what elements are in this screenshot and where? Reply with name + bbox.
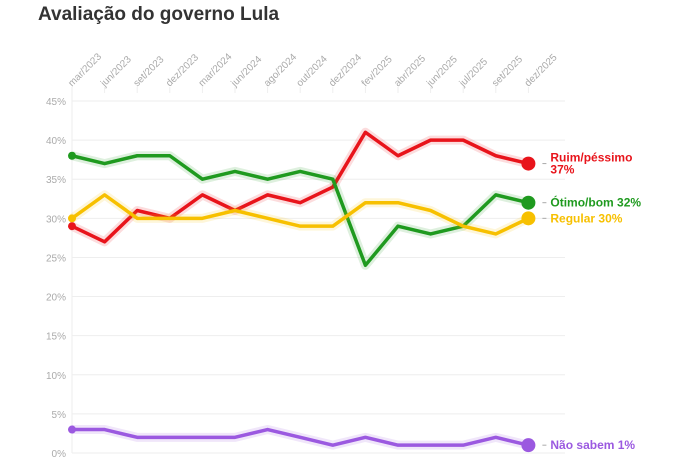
x-tick-label: ago/2024 xyxy=(262,52,300,90)
x-tick-label: mar/2023 xyxy=(66,51,104,89)
x-tick-label: set/2025 xyxy=(490,54,525,89)
x-tick-label: set/2023 xyxy=(132,54,167,89)
y-tick-label: 35% xyxy=(46,175,66,186)
x-tick-label: mar/2024 xyxy=(197,51,235,89)
start-point xyxy=(68,214,76,223)
series-line xyxy=(70,193,530,236)
y-tick-label: 10% xyxy=(46,371,66,382)
y-tick-label: 5% xyxy=(52,410,67,421)
series-line xyxy=(72,427,529,447)
x-tick-label: jul/2025 xyxy=(457,56,491,90)
y-tick-label: 45% xyxy=(46,97,66,108)
series-label-value: 37% xyxy=(550,163,574,177)
y-tick-label: 15% xyxy=(46,332,66,343)
x-tick-label: jun/2025 xyxy=(424,54,460,90)
y-tick-label: 20% xyxy=(46,293,66,304)
start-point xyxy=(68,425,76,434)
series-label: Ótimo/bom 32% xyxy=(550,195,641,210)
series-label: Ruim/péssimo xyxy=(550,151,632,165)
y-tick-label: 30% xyxy=(46,214,66,225)
x-tick-label: fev/2025 xyxy=(360,54,395,89)
x-tick-label: dez/2025 xyxy=(523,52,560,89)
series-label: Não sabem 1% xyxy=(550,438,635,452)
chart-title: Avaliação do governo Lula xyxy=(38,4,280,25)
end-point xyxy=(521,156,536,171)
series-line xyxy=(71,154,529,268)
start-point xyxy=(68,222,76,231)
end-point xyxy=(521,195,536,210)
x-tick-label: dez/2024 xyxy=(327,52,364,89)
series-label: Regular 30% xyxy=(550,211,622,225)
end-point xyxy=(521,438,536,453)
x-tick-label: abr/2025 xyxy=(392,53,428,89)
x-tick-label: out/2024 xyxy=(295,54,331,90)
y-tick-label: 25% xyxy=(46,253,66,264)
series-line xyxy=(71,130,529,244)
end-point xyxy=(521,211,536,226)
start-point xyxy=(68,151,76,160)
y-tick-label: 0% xyxy=(52,449,67,459)
y-tick-label: 40% xyxy=(46,136,66,147)
x-tick-label: dez/2023 xyxy=(164,52,201,89)
